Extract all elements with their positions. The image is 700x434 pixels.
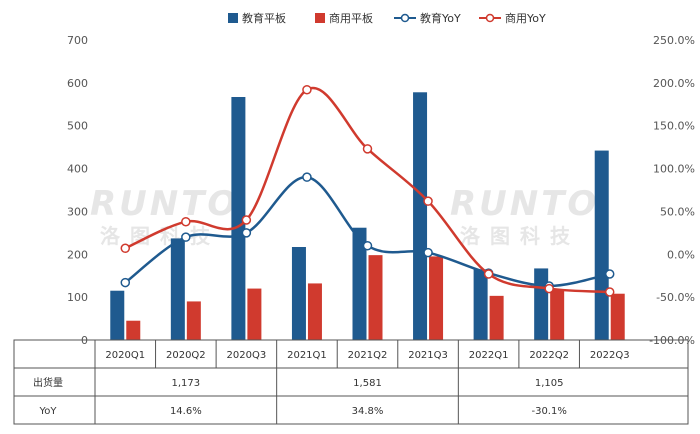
category-label: 2022Q2 xyxy=(529,350,569,361)
category-label: 2021Q3 xyxy=(408,350,448,361)
line-education-yoy xyxy=(124,175,610,288)
table-cell: 1,105 xyxy=(535,378,564,389)
left-axis-tick-label: 100 xyxy=(67,291,88,304)
right-axis-tick-label: 200.0% xyxy=(653,77,695,90)
left-axis-tick-label: 300 xyxy=(67,205,88,218)
bar-commercial xyxy=(126,320,141,340)
left-axis-tick-label: 500 xyxy=(67,120,88,133)
legend-label: 教育平板 xyxy=(242,11,286,25)
line-point xyxy=(362,240,373,251)
bar-education xyxy=(110,290,125,340)
line-point xyxy=(120,243,131,254)
line-point xyxy=(544,283,554,294)
bar-commercial xyxy=(429,256,444,340)
left-axis-tick-label: 700 xyxy=(67,34,88,47)
table-row-label: 出货量 xyxy=(33,376,63,389)
line-point xyxy=(181,232,191,242)
category-label: 2020Q2 xyxy=(166,350,206,361)
table-cell: 1,173 xyxy=(172,378,201,389)
bar-commercial xyxy=(307,283,322,340)
line-point xyxy=(604,287,615,297)
category-label: 2020Q1 xyxy=(105,350,145,361)
bar-education xyxy=(413,92,428,341)
table-row-label: YoY xyxy=(38,406,57,417)
line-point xyxy=(302,84,312,95)
line-point xyxy=(423,247,433,258)
line-point xyxy=(423,196,433,206)
table-border xyxy=(13,339,689,425)
line-point xyxy=(241,228,252,238)
watermark-logo: RUNTO xyxy=(90,184,239,224)
watermark-subtitle: 洛图科技 xyxy=(100,224,220,248)
data-table: 2020Q1 2020Q2 2020Q3 2021Q1 2021Q2 2021Q3 2022… xyxy=(13,339,689,425)
category-label: 2020Q3 xyxy=(227,350,267,361)
line-point xyxy=(241,215,252,225)
bar-education xyxy=(231,97,246,340)
line-commercial-yoy xyxy=(124,86,610,294)
bar-education xyxy=(473,269,488,340)
line-point xyxy=(181,216,191,227)
bar-commercial xyxy=(489,295,504,340)
category-label: 2022Q3 xyxy=(590,350,630,361)
bar-commercial xyxy=(550,289,565,340)
left-axis-tick-label: 200 xyxy=(67,248,88,261)
legend-marker xyxy=(400,13,410,23)
legend-marker xyxy=(485,13,495,23)
right-axis-tick-label: 50.0% xyxy=(660,205,695,218)
bar-education xyxy=(534,268,549,340)
legend-label: 商用YoY xyxy=(505,11,546,25)
bar-education xyxy=(352,227,367,340)
right-axis-tick-label: -50.0% xyxy=(656,291,695,304)
bar-commercial xyxy=(247,288,262,340)
bar-commercial xyxy=(368,255,383,340)
right-axis-tick-label: 150.0% xyxy=(653,120,695,133)
legend-swatch xyxy=(315,13,325,23)
table-cell: 34.8% xyxy=(352,406,384,417)
line-point xyxy=(362,144,373,154)
legend-label: 教育YoY xyxy=(420,11,461,25)
bar-education xyxy=(170,238,185,340)
legend-swatch xyxy=(228,13,238,23)
category-label: 2022Q1 xyxy=(469,350,509,361)
table-cell: -30.1% xyxy=(531,406,566,417)
bar-education xyxy=(291,247,306,340)
right-axis-tick-label: 0.0% xyxy=(667,248,695,261)
right-axis-tick-label: 100.0% xyxy=(653,163,695,176)
bars xyxy=(110,92,625,341)
watermark-subtitle: 洛图科技 xyxy=(460,224,580,248)
category-label: 2021Q1 xyxy=(287,350,327,361)
table-cell: 1,581 xyxy=(353,378,382,389)
bar-commercial xyxy=(186,301,201,340)
watermark-logo: RUNTO xyxy=(450,184,599,224)
left-axis-tick-label: 600 xyxy=(67,77,88,90)
legend-label: 商用平板 xyxy=(329,11,373,25)
bar-education xyxy=(594,150,609,340)
line-point xyxy=(120,277,131,288)
right-axis: -100.0%-50.0%0.0%50.0%100.0%150.0%200.0%… xyxy=(649,34,695,347)
bar-commercial xyxy=(610,293,625,340)
line-point xyxy=(483,269,494,279)
category-label: 2021Q2 xyxy=(348,350,388,361)
line-point xyxy=(604,269,615,279)
left-axis-tick-label: 400 xyxy=(67,163,88,176)
right-axis-tick-label: 250.0% xyxy=(653,34,695,47)
table-cell: 14.6% xyxy=(170,406,202,417)
line-point xyxy=(302,172,312,182)
lines xyxy=(120,84,615,297)
legend: 教育平板 商用平板 教育YoY 商用YoY xyxy=(228,11,546,25)
